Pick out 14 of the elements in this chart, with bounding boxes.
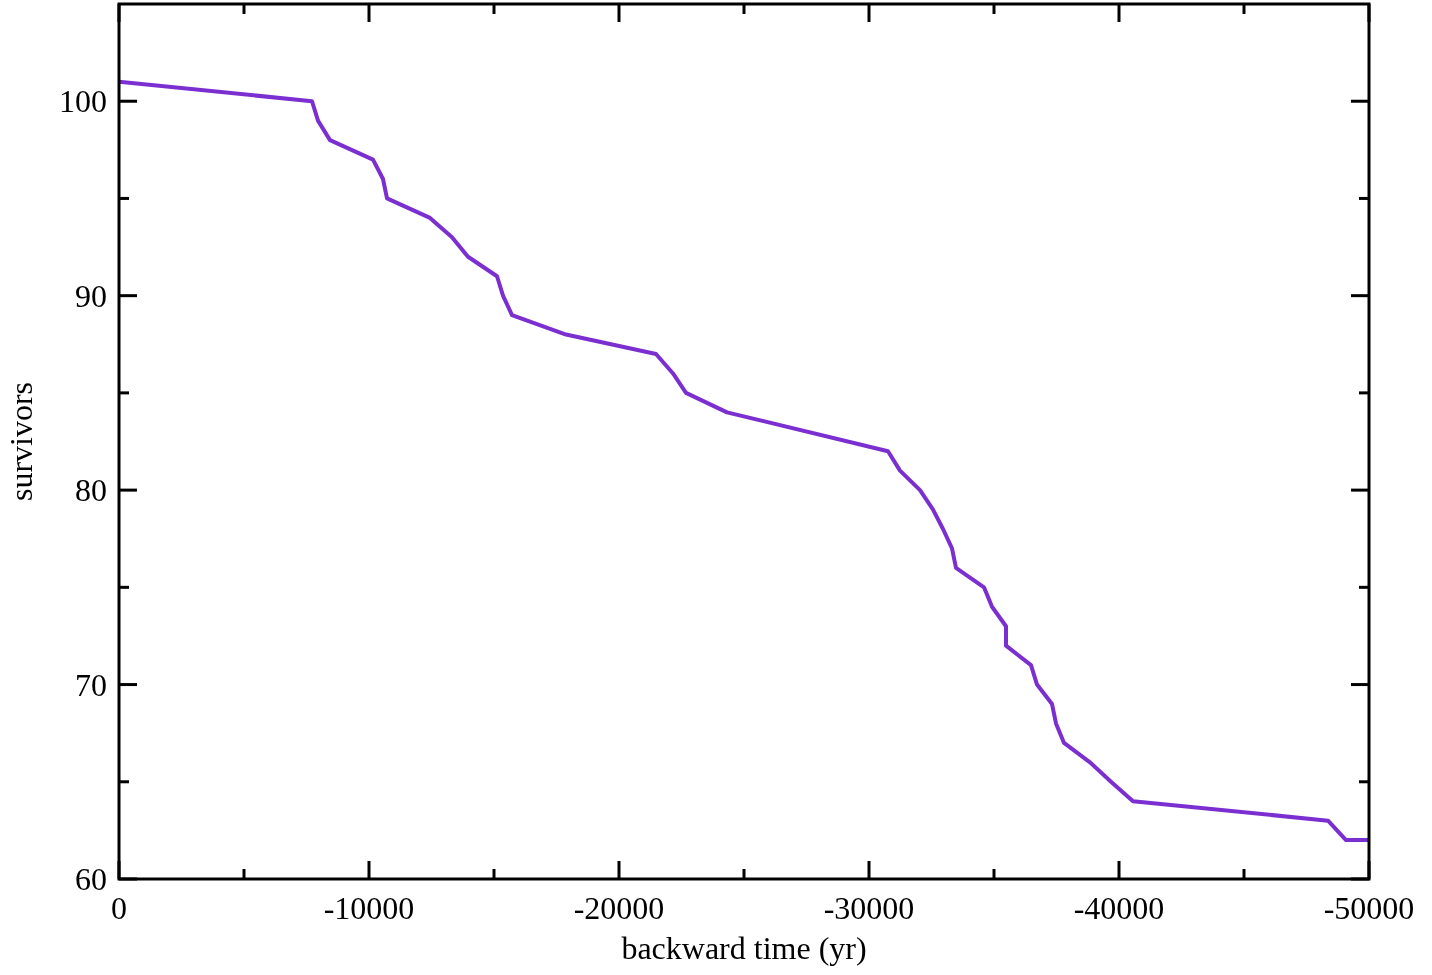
y-tick-label: 80 xyxy=(75,472,107,509)
x-tick-label: -30000 xyxy=(823,890,915,926)
x-tick-label: -50000 xyxy=(1323,890,1415,926)
y-tick-label: 90 xyxy=(75,277,107,314)
x-tick-label: 0 xyxy=(111,890,127,926)
x-tick-label: -20000 xyxy=(573,890,665,926)
x-axis-title: backward time (yr) xyxy=(621,930,867,966)
y-tick-label: 60 xyxy=(75,861,107,897)
y-tick-label: 70 xyxy=(75,666,107,703)
x-tick-label: -40000 xyxy=(1073,890,1165,926)
y-tick-label: 100 xyxy=(59,83,107,120)
line-series xyxy=(119,79,1369,843)
y-axis-title: survivors xyxy=(3,381,39,502)
x-tick-label: -10000 xyxy=(323,890,415,926)
